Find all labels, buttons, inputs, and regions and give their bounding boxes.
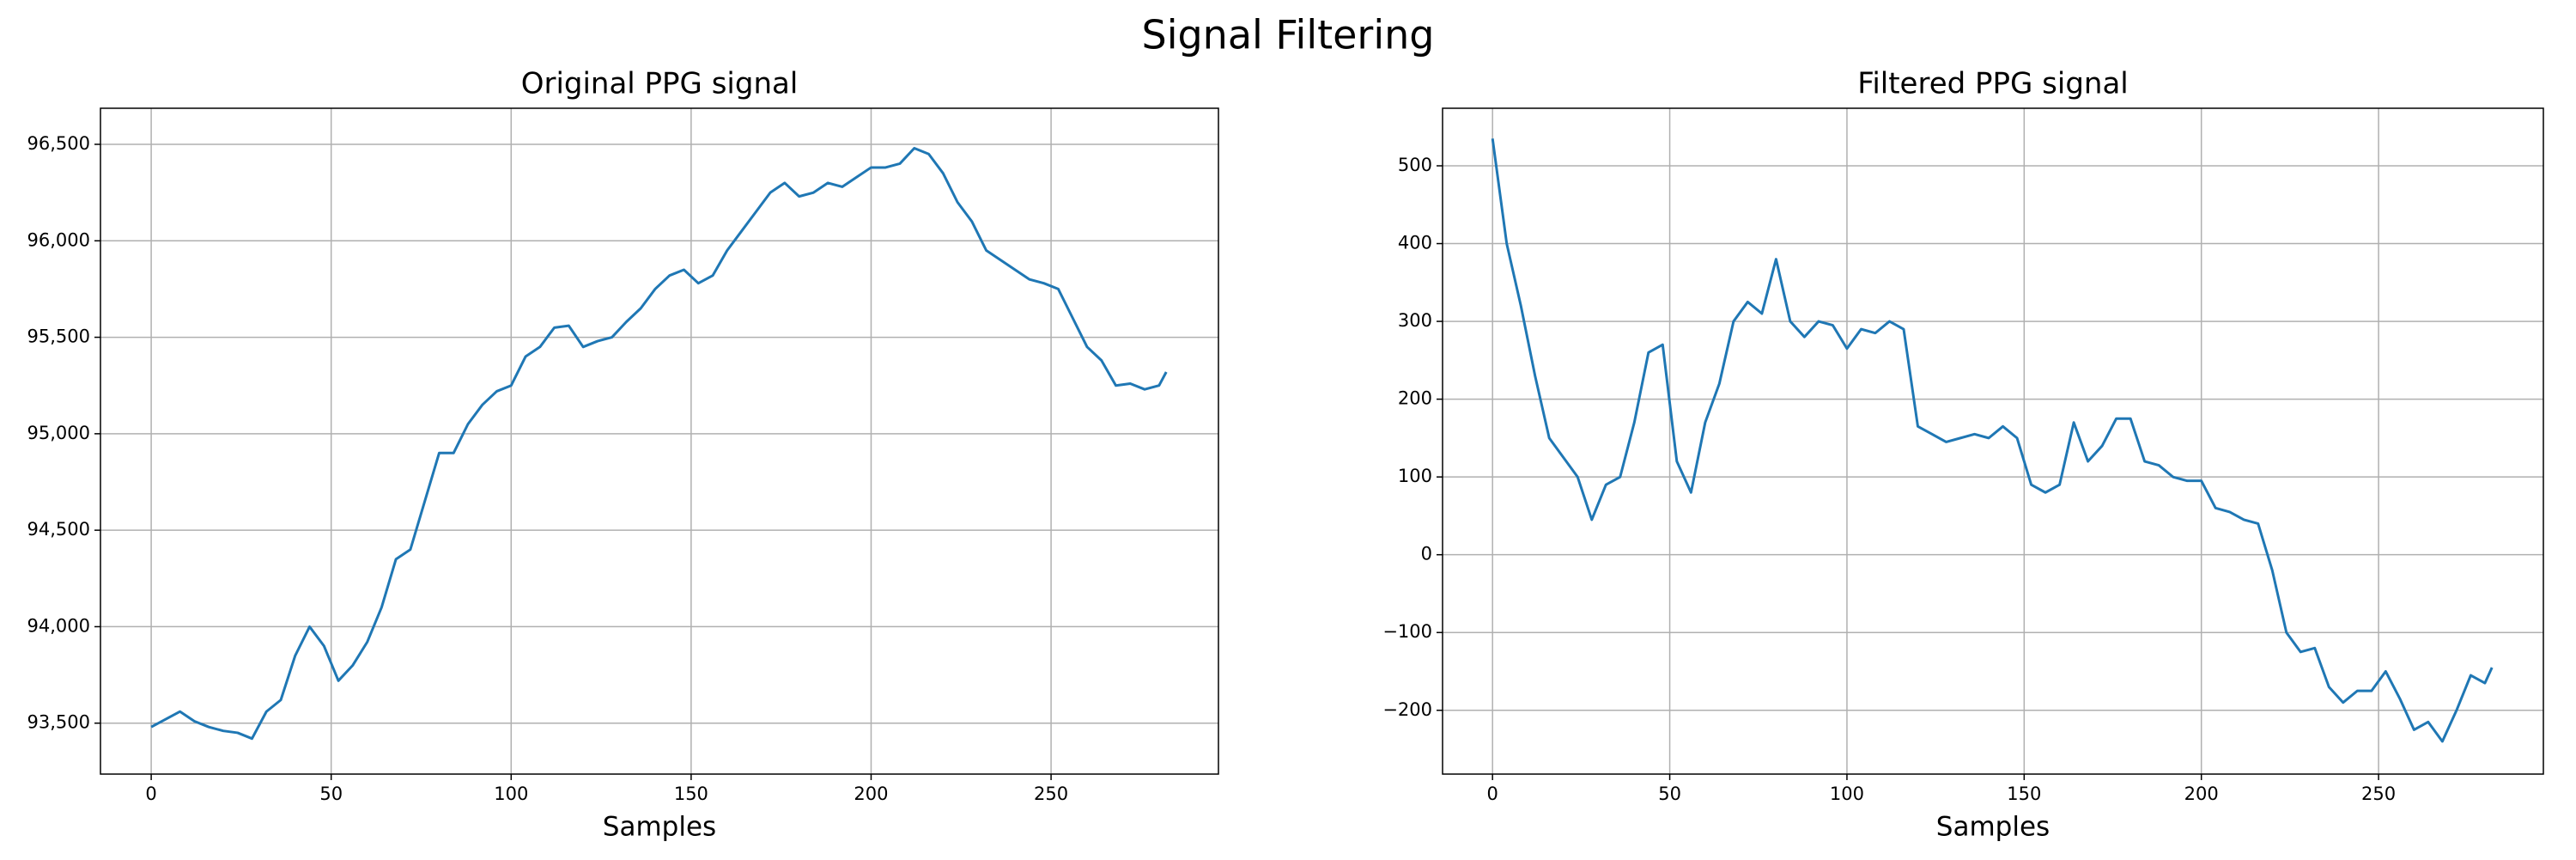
x-tick-label: 150 bbox=[2007, 784, 2041, 804]
x-tick-label: 50 bbox=[1658, 784, 1681, 804]
y-tick-label: −100 bbox=[1382, 621, 1432, 642]
signal-line bbox=[150, 146, 1168, 741]
x-tick-label: 200 bbox=[2184, 784, 2219, 804]
y-tick-label: 96,500 bbox=[27, 133, 90, 154]
x-tick-label: 100 bbox=[494, 784, 528, 804]
y-tick-label: 200 bbox=[1398, 388, 1432, 409]
subplot-title: Filtered PPG signal bbox=[1857, 67, 2129, 101]
y-tick-label: 500 bbox=[1398, 155, 1432, 175]
y-tick-label: −200 bbox=[1382, 699, 1432, 720]
y-tick-label: 94,000 bbox=[27, 615, 90, 636]
signal-line bbox=[1491, 138, 2494, 743]
x-axis-label: Samples bbox=[603, 812, 716, 843]
y-tick-label: 0 bbox=[1421, 544, 1432, 564]
x-tick-label: 250 bbox=[1034, 784, 1068, 804]
y-tick-label: 400 bbox=[1398, 233, 1432, 253]
y-tick-label: 94,500 bbox=[27, 519, 90, 540]
x-tick-label: 150 bbox=[674, 784, 708, 804]
y-tick-label: 95,000 bbox=[27, 423, 90, 443]
x-axis-label: Samples bbox=[1936, 812, 2050, 843]
y-tick-label: 100 bbox=[1398, 466, 1432, 486]
x-tick-label: 0 bbox=[145, 784, 156, 804]
subplot-title: Original PPG signal bbox=[521, 67, 799, 101]
x-tick-label: 0 bbox=[1487, 784, 1498, 804]
y-tick-label: 95,500 bbox=[27, 326, 90, 347]
axes-frame bbox=[1442, 107, 2544, 775]
y-tick-label: 96,000 bbox=[27, 229, 90, 250]
x-tick-label: 200 bbox=[854, 784, 888, 804]
figure-title: Signal Filtering bbox=[1142, 12, 1435, 58]
axes-frame bbox=[100, 107, 1219, 775]
x-tick-label: 100 bbox=[1830, 784, 1864, 804]
x-tick-label: 250 bbox=[2361, 784, 2396, 804]
y-tick-label: 93,500 bbox=[27, 712, 90, 733]
y-tick-label: 300 bbox=[1398, 310, 1432, 331]
x-tick-label: 50 bbox=[319, 784, 343, 804]
